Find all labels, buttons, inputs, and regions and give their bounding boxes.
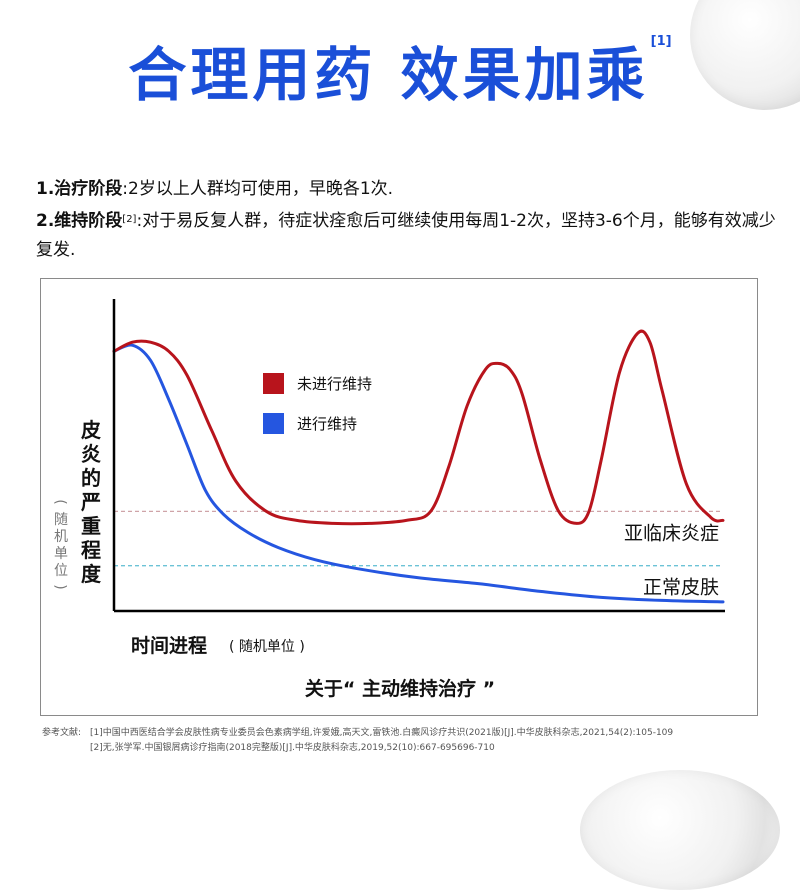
stage-2: 2.维持阶段[2]:对于易反复人群，待症状痊愈后可继续使用每周1-2次，坚持3-… xyxy=(36,207,776,265)
y-axis-unit-char: ) xyxy=(52,584,68,589)
headline: 合理用药 效果加乘 [1] xyxy=(0,28,800,112)
legend-label-2: 进行维持 xyxy=(297,415,357,433)
legend-swatch-1 xyxy=(263,373,284,394)
y-axis-label-char: 程 xyxy=(81,538,101,562)
reference-2: [2]无,张学军.中国银屑病诊疗指南(2018完整版)[J].中华皮肤科杂志,2… xyxy=(90,743,495,753)
references-label: 参考文献: xyxy=(42,728,82,738)
x-axis-unit: ( 随机单位 ) xyxy=(229,639,305,655)
y-axis-unit-char: ( xyxy=(52,499,68,504)
reference-label-2: 正常皮肤 xyxy=(643,577,719,599)
y-axis-label-char: 度 xyxy=(81,562,102,586)
chart-frame: 亚临床炎症正常皮肤 未进行维持进行维持 皮炎的严重程度 ( 随机单位) 时间进程 ( 随机单… xyxy=(40,278,758,716)
y-axis-label-char: 炎 xyxy=(81,442,101,466)
y-axis-label-char: 皮 xyxy=(81,418,101,442)
y-axis-label-char: 的 xyxy=(81,466,101,490)
petri-dish-decoration xyxy=(580,770,780,890)
chart-footer: 关于“ 主动维持治疗 ” xyxy=(304,678,496,700)
y-axis-unit-char: 单 xyxy=(54,546,68,562)
legend-swatch-2 xyxy=(263,413,284,434)
y-axis-unit-char: 位 xyxy=(54,563,68,579)
series-line-2 xyxy=(112,343,725,604)
stage-2-ref: [2] xyxy=(122,214,137,225)
stage-1-text: :2岁以上人群均可使用，早晚各1次. xyxy=(122,179,394,199)
stage-2-text: :对于易反复人群，待症状痊愈后可继续使用每周1-2次，坚持3-6个月，能够有效减… xyxy=(36,211,776,260)
y-axis-unit-char: 随 xyxy=(54,512,68,528)
legend-label-1: 未进行维持 xyxy=(297,375,372,393)
stage-1-title: 1.治疗阶段 xyxy=(36,179,123,199)
series-line-1 xyxy=(112,329,725,526)
headline-text: 合理用药 效果加乘 xyxy=(128,41,649,109)
y-axis-unit-char: 机 xyxy=(54,529,68,545)
reference-1: [1]中国中西医结合学会皮肤性病专业委员会色素病学组,许爱娥,高天文,雷铁池.白… xyxy=(90,728,674,738)
headline-ref: [1] xyxy=(650,34,672,49)
reference-label-1: 亚临床炎症 xyxy=(624,522,719,544)
references: 参考文献: [1]中国中西医结合学会皮肤性病专业委员会色素病学组,许爱娥,高天文,… xyxy=(42,726,673,756)
stage-1: 1.治疗阶段:2岁以上人群均可使用，早晚各1次. xyxy=(36,175,776,204)
x-axis-label: 时间进程 xyxy=(131,635,207,657)
y-axis-label-char: 严 xyxy=(80,490,101,514)
y-axis-label-char: 重 xyxy=(81,514,101,538)
stage-2-title: 2.维持阶段 xyxy=(36,211,123,231)
